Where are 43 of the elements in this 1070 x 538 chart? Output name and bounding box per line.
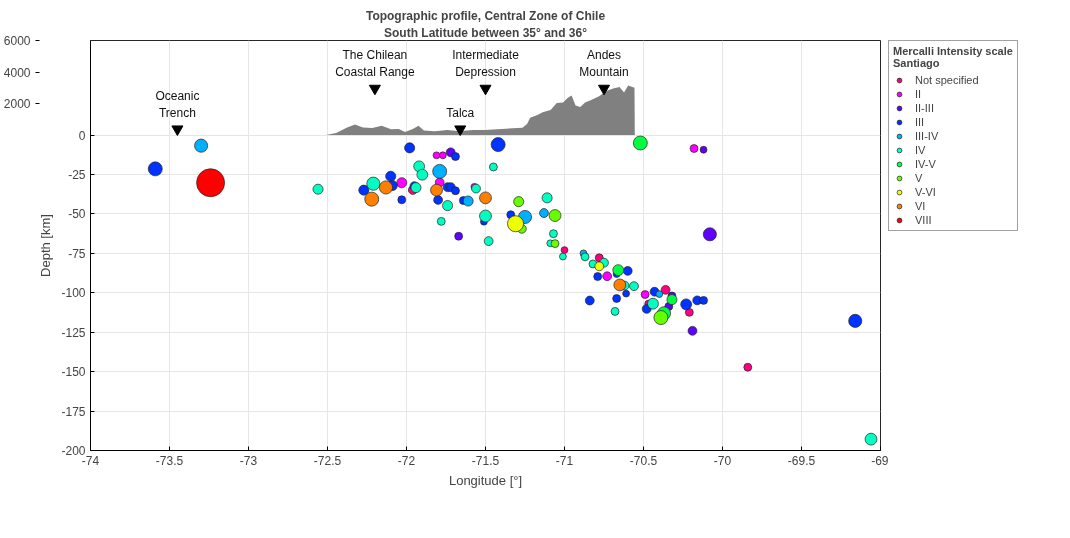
y-tick-label: 0	[78, 128, 86, 143]
legend-label: III	[915, 116, 926, 128]
y-tick-label: -75	[68, 246, 86, 261]
annotation: Intermediate Depression	[452, 47, 520, 80]
annotation: Andes Mountain	[579, 47, 629, 80]
legend-label: III-IV	[915, 130, 939, 142]
x-tick-label: -73.5	[155, 453, 184, 468]
legend-label: V-VI	[915, 186, 936, 198]
legend-label: II-III	[915, 102, 935, 114]
x-tick-label: -69.5	[787, 453, 816, 468]
x-tick-label: -71.5	[471, 453, 500, 468]
legend-title: Mercalli Intensity scale Santiago	[893, 45, 1013, 69]
y-tick-label: -150	[61, 365, 86, 380]
y2-tick-label: 4000	[3, 65, 31, 80]
legend-label: VI	[915, 200, 927, 212]
annotation: Talca	[446, 106, 475, 121]
annotation: The Chilean Coastal Range	[335, 47, 415, 80]
legend-label: VIII	[915, 214, 933, 226]
legend-label: IV-V	[915, 158, 936, 170]
x-tick-label: -72	[397, 453, 416, 468]
x-axis-title: Longitude [°]	[448, 472, 523, 488]
y-axis-title: Depth [km]	[38, 214, 54, 277]
y-tick-label: -175	[61, 404, 86, 419]
x-tick-label: -69	[871, 453, 889, 468]
x-tick-label: -71	[555, 453, 574, 468]
y-tick-label: -125	[61, 325, 86, 340]
legend-label: IV	[915, 144, 927, 156]
x-tick-label: -73	[239, 453, 258, 468]
x-tick-label: -72.5	[313, 453, 342, 468]
y2-tick-label: 2000	[3, 97, 31, 112]
annotation: Oceanic Trench	[155, 88, 200, 121]
chart-subtitle: South Latitude between 35° and 36°	[384, 25, 588, 40]
x-tick-label: -70	[713, 453, 732, 468]
y-tick-label: -25	[68, 168, 86, 183]
y2-tick-label: 6000	[3, 34, 31, 48]
legend-label: V	[915, 172, 924, 184]
legend-label: Not specified	[915, 74, 979, 86]
y-tick-label: -100	[61, 286, 86, 301]
chart-title: Topographic profile, Central Zone of Chile	[365, 8, 606, 23]
legend-label: II	[915, 88, 923, 100]
x-tick-label: -70.5	[629, 453, 658, 468]
y-tick-label: -200	[61, 444, 86, 458]
y-tick-label: -50	[68, 207, 86, 222]
